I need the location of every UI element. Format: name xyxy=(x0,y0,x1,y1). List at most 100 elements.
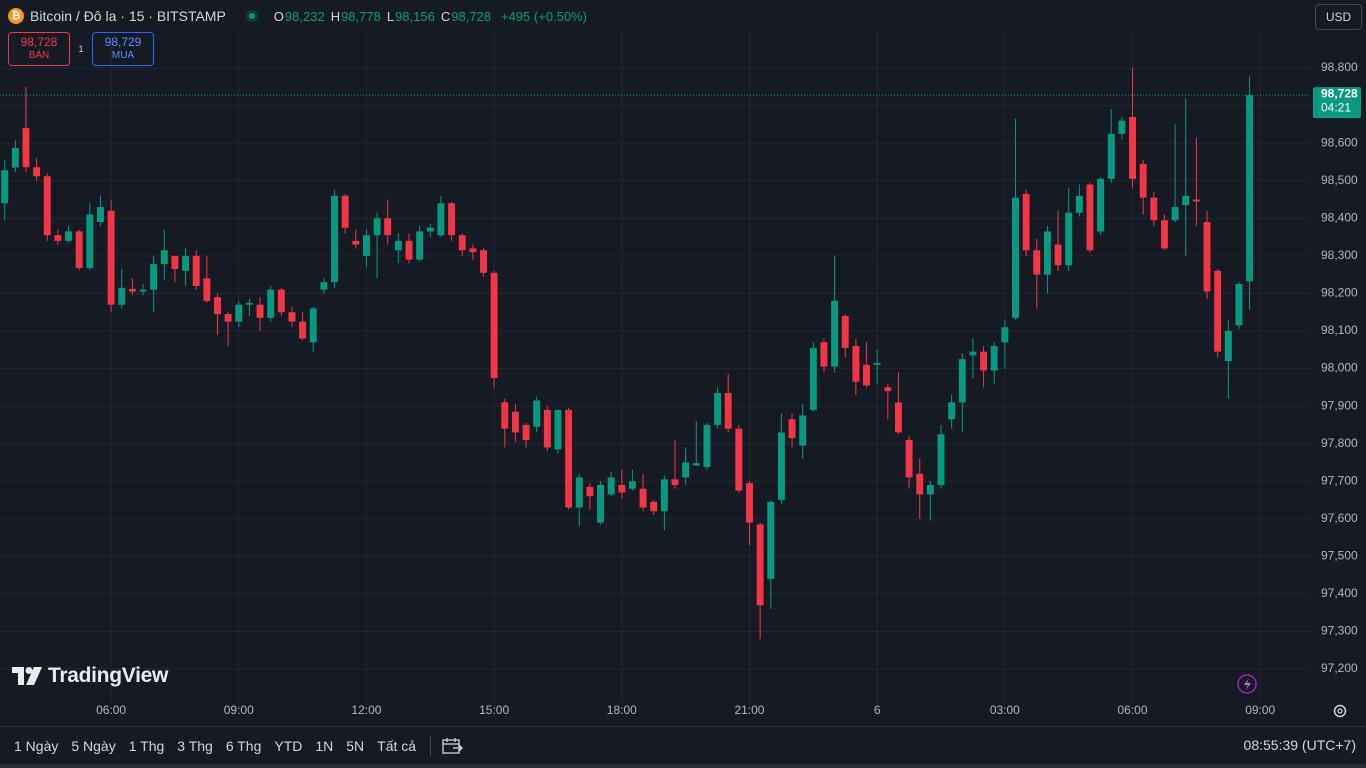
candle-body xyxy=(437,203,445,236)
candle-body xyxy=(1043,231,1051,275)
candle-body xyxy=(362,235,370,256)
candle-body xyxy=(96,207,104,223)
candle-body xyxy=(1150,197,1158,221)
y-tick-label: 98,500 xyxy=(1321,173,1358,187)
candle-body xyxy=(607,477,615,495)
currency-button[interactable]: USD xyxy=(1315,4,1362,30)
candle-body xyxy=(735,428,743,491)
candle-body xyxy=(192,255,200,286)
candle-body xyxy=(107,210,115,305)
candle-body xyxy=(1001,327,1009,343)
settings-icon-center xyxy=(1337,708,1343,714)
price-change: +495 (+0.50%) xyxy=(501,8,588,24)
candle-body xyxy=(937,434,945,485)
candle-body xyxy=(54,235,62,241)
candle-body xyxy=(65,231,72,241)
candle-body xyxy=(980,351,988,371)
candle-body xyxy=(1182,195,1190,206)
range-button[interactable]: 6 Thg xyxy=(225,738,262,754)
candle-body xyxy=(490,272,498,378)
date-range-button[interactable] xyxy=(441,737,463,755)
ohlc-value: 98,232 xyxy=(284,8,325,24)
candle-body xyxy=(873,362,881,365)
range-button[interactable]: 1 Ngày xyxy=(14,738,59,754)
candle-body xyxy=(373,218,381,236)
candle-body xyxy=(1118,120,1126,134)
candle-body xyxy=(1235,284,1243,326)
candle-body xyxy=(384,218,392,236)
candle-body xyxy=(650,501,658,512)
candle-body xyxy=(703,424,711,467)
candle-body xyxy=(235,304,243,322)
candle-body xyxy=(245,302,253,305)
y-tick-label: 98,200 xyxy=(1321,286,1358,300)
candle-body xyxy=(448,203,456,236)
candle-body xyxy=(11,148,19,168)
range-button[interactable]: YTD xyxy=(274,738,303,754)
y-tick-label: 98,000 xyxy=(1321,361,1358,375)
x-tick-label: 09:00 xyxy=(1245,703,1275,717)
candle-body xyxy=(256,304,264,318)
candle-body xyxy=(288,312,296,322)
candle-body xyxy=(501,402,509,429)
x-tick-label: 03:00 xyxy=(990,703,1020,717)
candle-body xyxy=(682,462,690,478)
bottom-edge xyxy=(0,764,1366,768)
candle-body xyxy=(565,409,573,508)
candle-body xyxy=(660,479,668,512)
watermark-text: TradingView xyxy=(48,664,169,687)
candle-body xyxy=(724,392,732,429)
candle-body xyxy=(1054,244,1062,266)
range-button[interactable]: 3 Thg xyxy=(177,738,213,754)
candle-body xyxy=(22,128,30,168)
candle-body xyxy=(1171,207,1179,221)
candle-body xyxy=(809,347,817,410)
sell-button[interactable]: 98,728 BÁN xyxy=(8,32,70,66)
candle-body xyxy=(1224,330,1232,362)
bottom-toolbar: 1 Ngày 5 Ngày 1 Thg 3 Thg 6 Thg YTD 1N 5N Tất cả… xyxy=(0,726,1366,765)
candle-body xyxy=(1075,195,1083,213)
candle-body xyxy=(618,484,626,493)
candle-body xyxy=(746,483,753,523)
settings-icon[interactable] xyxy=(1333,704,1347,718)
x-tick-label: 15:00 xyxy=(479,703,509,717)
candle-body xyxy=(1129,116,1136,179)
range-button[interactable]: Tất cả xyxy=(377,738,417,754)
buy-button[interactable]: 98,729 MUA xyxy=(92,32,154,66)
ohlc-item: H98,778 xyxy=(331,9,381,24)
axes: 97,200 97,300 97,400 97,500 97,600 97,700 97,8… xyxy=(0,60,1361,717)
sell-price: 98,728 xyxy=(20,35,58,49)
y-tick-label: 97,200 xyxy=(1321,661,1358,675)
clock[interactable]: 08:55:39 (UTC+7) xyxy=(1243,737,1356,753)
ohlc-value: 98,778 xyxy=(341,8,381,24)
x-tick-label: 6 xyxy=(874,703,881,717)
alert-icon[interactable] xyxy=(1237,674,1257,694)
range-button[interactable]: 5N xyxy=(346,738,365,754)
y-tick-label: 97,900 xyxy=(1321,398,1358,412)
candle-body xyxy=(171,255,179,270)
range-button[interactable]: 5 Ngày xyxy=(71,738,116,754)
candle-body xyxy=(1192,199,1200,202)
candle-body xyxy=(671,479,679,485)
price-tag-label: 98,728 xyxy=(1321,86,1358,100)
candle-body xyxy=(586,486,594,497)
buy-label: MUA xyxy=(111,50,135,61)
candle-body xyxy=(969,351,977,356)
candle-body xyxy=(86,214,94,268)
candle-body xyxy=(894,402,902,433)
candle-body xyxy=(331,195,338,283)
trade-buttons: 98,728 BÁN 1 98,729 MUA xyxy=(8,32,154,66)
candle-body xyxy=(522,424,530,440)
range-button[interactable]: 1 Thg xyxy=(128,738,165,754)
range-button[interactable]: 1N xyxy=(315,738,334,754)
candle-body xyxy=(405,240,413,260)
candle-body xyxy=(628,481,636,489)
symbol-title[interactable]: Bitcoin / Đô la · 15 · BITSTAMP xyxy=(30,8,226,24)
ohlc-key: O xyxy=(273,8,284,24)
candle-body xyxy=(75,231,83,268)
candle-body xyxy=(863,364,870,386)
candle-body xyxy=(884,387,892,392)
y-tick-label: 97,800 xyxy=(1321,436,1358,450)
candle-body xyxy=(831,300,839,367)
x-tick-label: 06:00 xyxy=(1118,703,1148,717)
